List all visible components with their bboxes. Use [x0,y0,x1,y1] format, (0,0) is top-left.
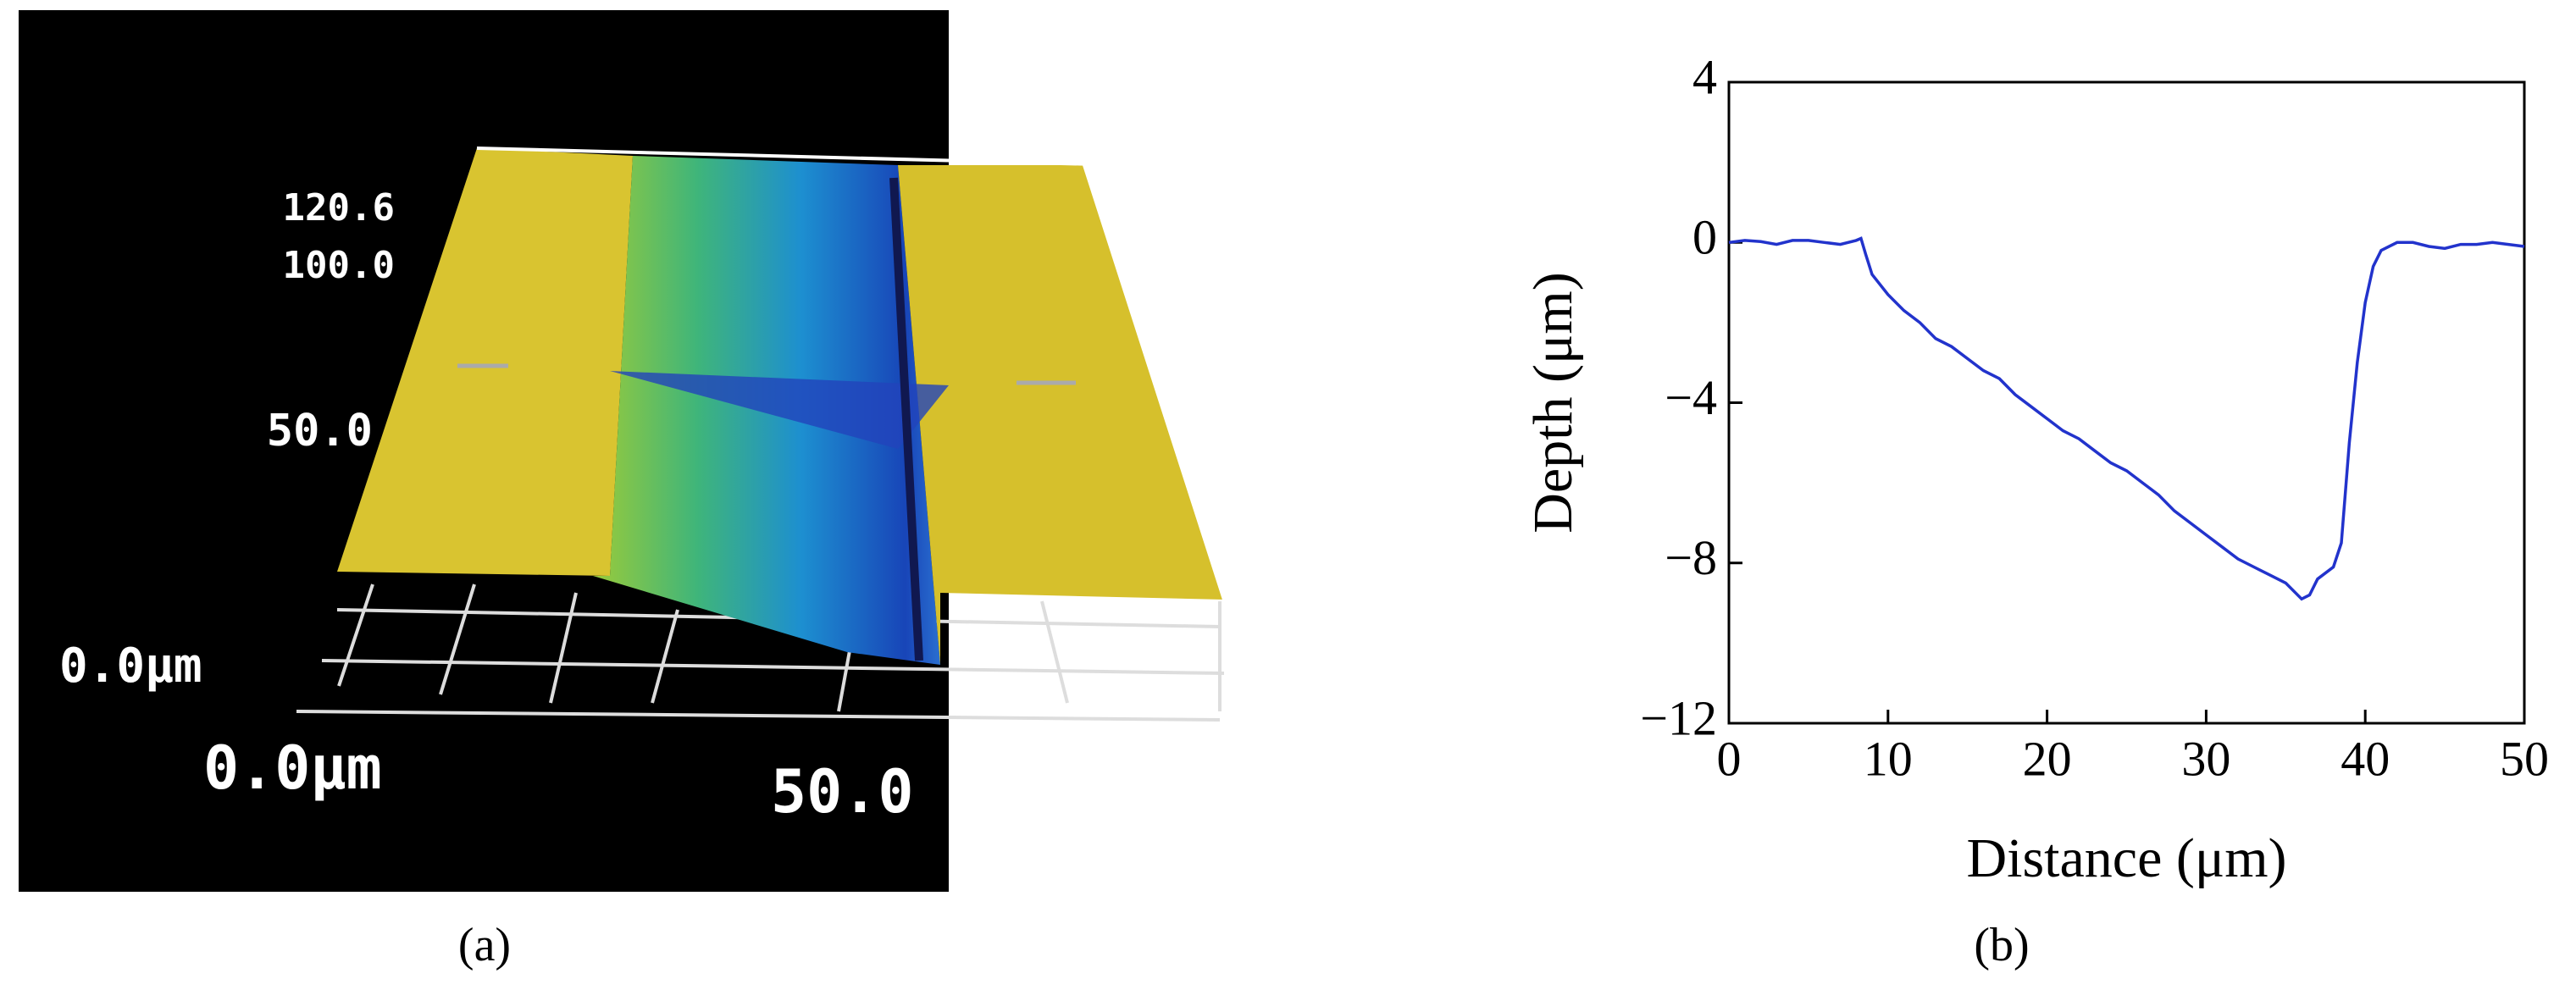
axis-label: 0.0μm [59,639,202,694]
x-tick-label: 40 [2341,731,2390,786]
y-tick-label: −8 [1665,530,1717,585]
axis-label: 120.6 [283,186,395,230]
x-tick-label: 10 [1864,731,1913,786]
x-axis-title: Distance (μm) [1966,827,2286,889]
axis-label: 9.7μm [1110,148,1222,191]
axis-label: 100.0 [283,244,395,287]
y-axis-title: Depth (μm) [1522,272,1584,533]
plot-frame [1727,80,2526,725]
x-tick-label: 0 [1717,731,1742,786]
x-tick-label: 50 [2500,731,2549,786]
data-line [1728,236,2525,601]
y-tick-label: 0 [1692,210,1717,265]
axis-label: 86.2 [1161,757,1304,827]
x-tick-label: 20 [2023,731,2072,786]
surface-render [296,147,1226,722]
panel-caption: (a) [458,919,511,971]
y-tick-label: −12 [1640,690,1717,745]
axis-label: 50.0 [267,406,373,456]
y-tick-label: −4 [1665,370,1717,425]
axis-label: 0.0μm [203,733,382,803]
y-tick-label: 4 [1692,49,1717,104]
x-tick-label: 30 [2181,731,2230,786]
panel-caption: (b) [1974,919,2029,971]
axis-label: 0.0 [1127,211,1194,254]
axis-label: 50.0 [771,757,914,827]
